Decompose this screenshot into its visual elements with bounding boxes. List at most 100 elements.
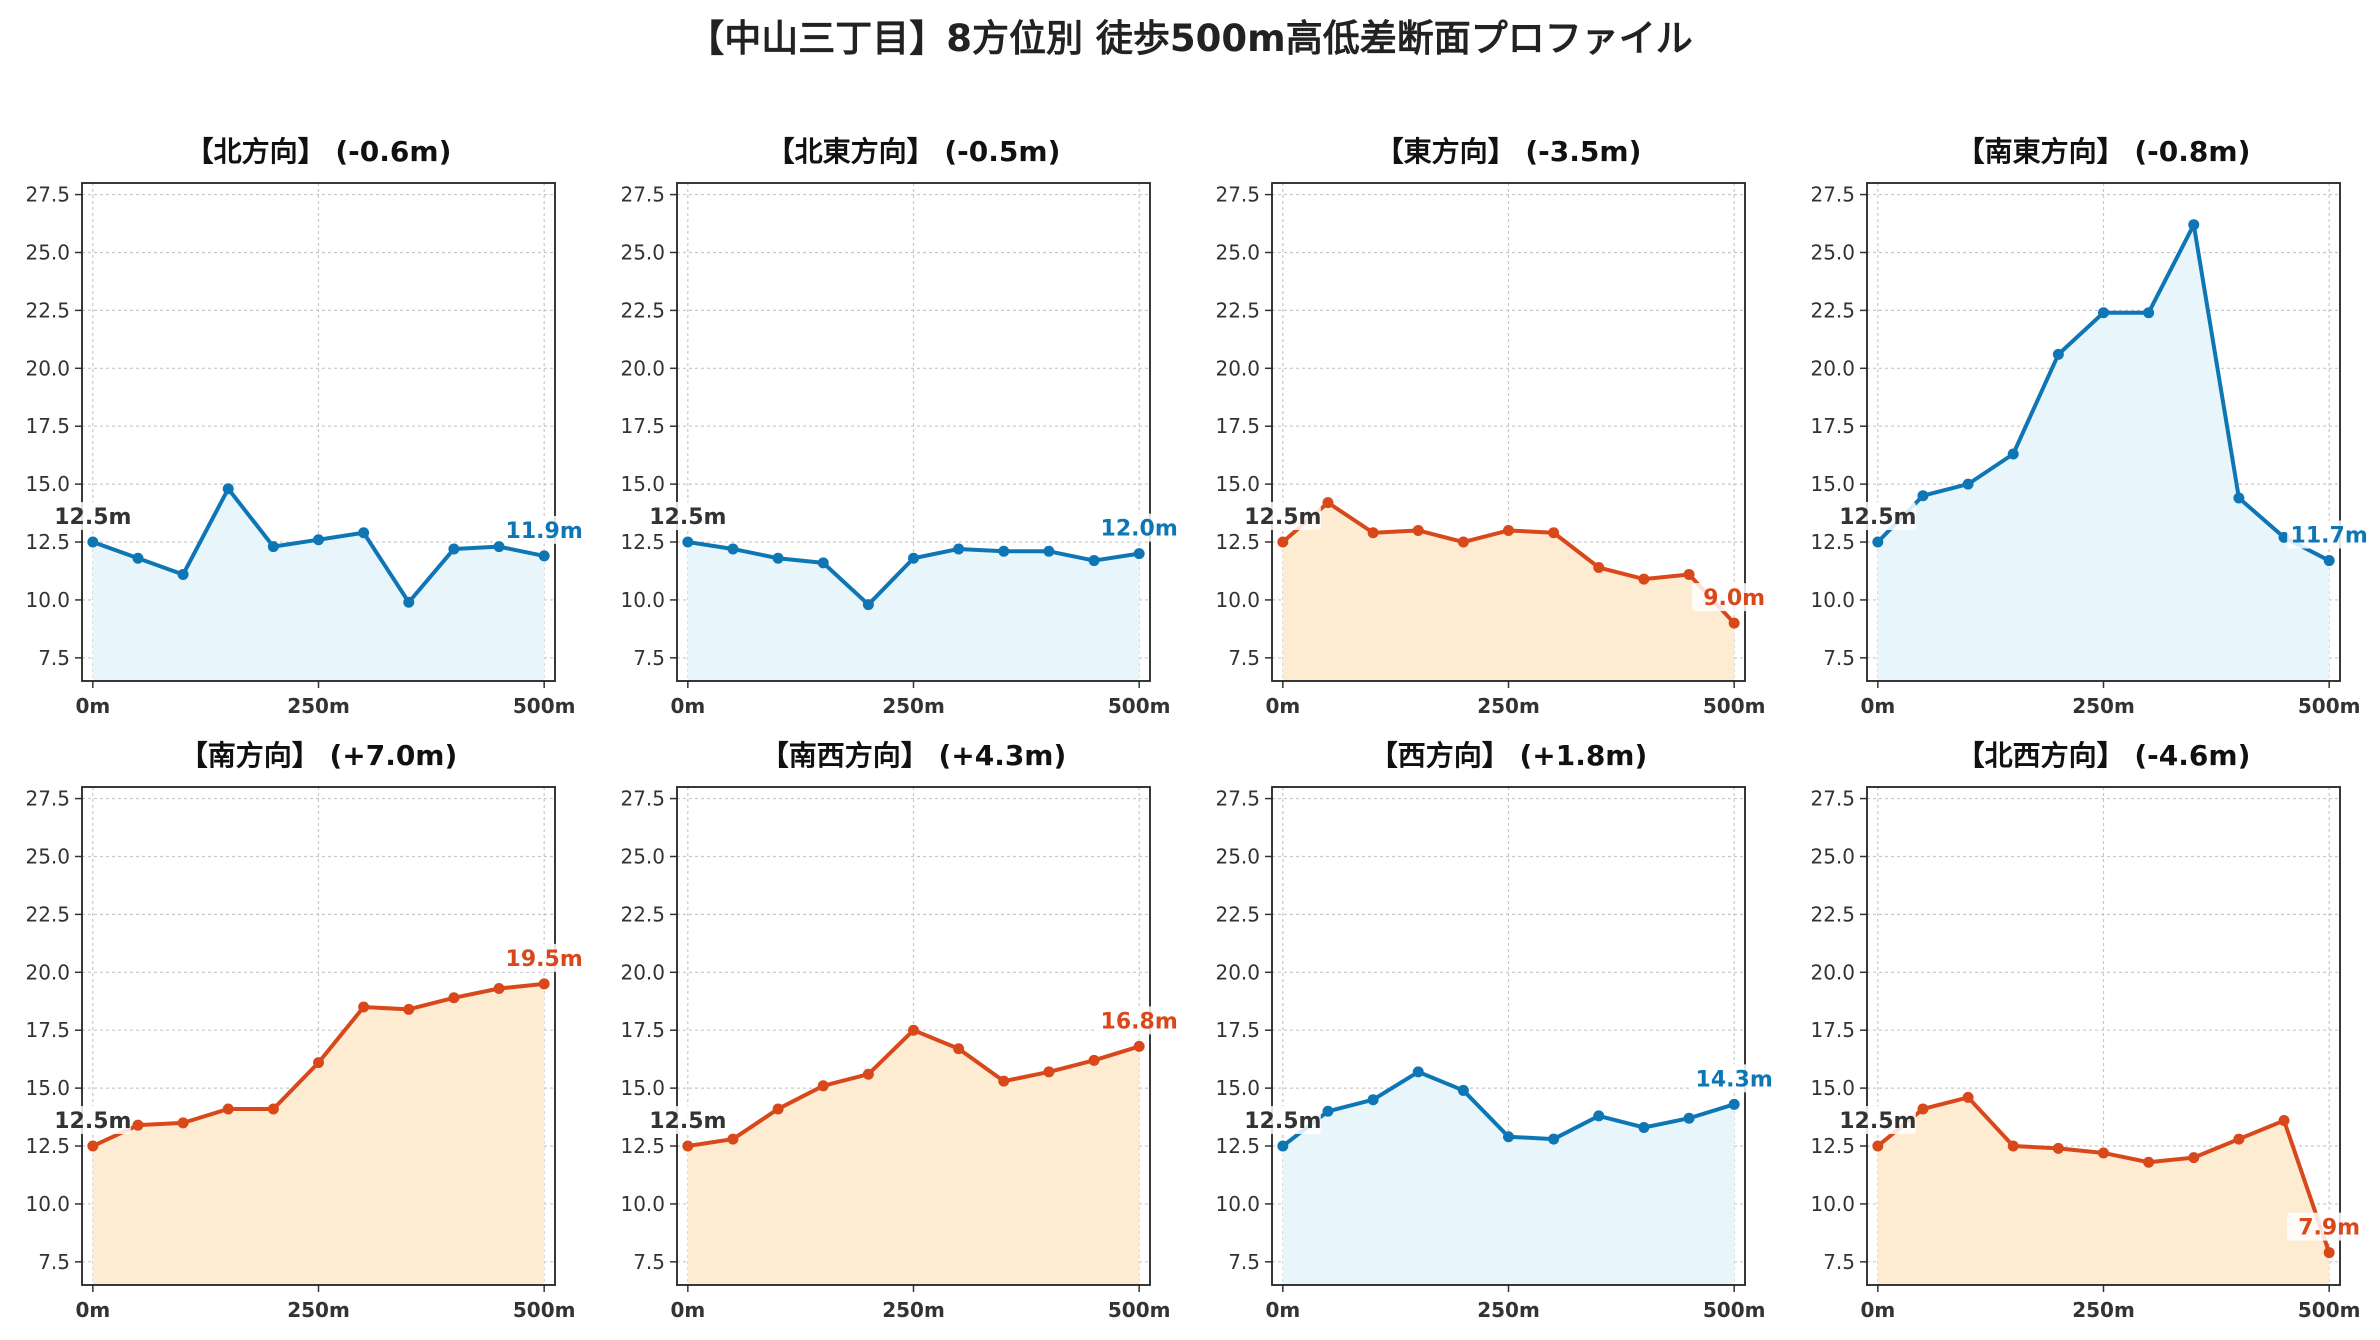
x-tick-label: 0m — [670, 1298, 705, 1322]
plot-frame — [1271, 182, 1746, 682]
data-point — [1593, 562, 1605, 574]
y-tick-label: 10.0 — [1810, 1192, 1855, 1216]
chart-panel: 【東方向】 (-3.5m) 7.5 10.0 12.5 15.0 17.5 20.0 22.5… — [1215, 135, 1777, 718]
data-point — [313, 1057, 324, 1069]
data-point — [908, 1024, 919, 1036]
data-point — [1683, 568, 1695, 580]
x-tick-label: 250m — [2072, 1298, 2135, 1322]
y-tick-label: 20.0 — [1215, 356, 1260, 380]
data-point — [1548, 1133, 1560, 1145]
y-tick-label: 20.0 — [1215, 960, 1260, 984]
end-label-bg — [502, 515, 587, 544]
y-tick-label: 12.5 — [1810, 1134, 1855, 1158]
x-tick-label: 500m — [2298, 1298, 2361, 1322]
data-point — [1367, 527, 1379, 539]
area-fill — [1282, 502, 1735, 681]
y-tick-label: 12.5 — [620, 530, 665, 554]
area-fill — [92, 983, 545, 1285]
y-tick-label: 12.5 — [1215, 530, 1260, 554]
data-point — [908, 552, 919, 564]
start-label-bg — [1244, 1106, 1321, 1135]
y-tick-label: 27.5 — [1215, 183, 1260, 207]
y-tick-label: 15.0 — [1810, 472, 1855, 496]
x-tick-label: 250m — [287, 1298, 350, 1322]
x-tick-label: 250m — [882, 1298, 945, 1322]
data-point — [493, 983, 505, 995]
data-point — [222, 483, 234, 495]
y-tick-label: 25.0 — [1215, 240, 1260, 264]
x-tick-label: 250m — [1477, 1298, 1540, 1322]
data-point — [1412, 524, 1424, 536]
x-tick-label: 0m — [1265, 1298, 1300, 1322]
y-tick-label: 27.5 — [620, 183, 665, 207]
y-tick-label: 7.5 — [1228, 646, 1260, 670]
start-label-bg — [1244, 502, 1321, 531]
x-tick-label: 500m — [513, 1298, 576, 1322]
data-point — [2278, 1115, 2290, 1127]
end-label: 14.3m — [1696, 1067, 1773, 1092]
data-point — [222, 1103, 234, 1115]
data-point — [772, 1103, 784, 1115]
x-tick-label: 500m — [1108, 694, 1171, 718]
data-point — [177, 1117, 189, 1129]
y-tick-label: 17.5 — [25, 1018, 70, 1042]
panel-title: 【東方向】 (-3.5m) — [1376, 135, 1642, 168]
chart-panel: 【南西方向】 (+4.3m) 7.5 10.0 12.5 15.0 17.5 20.0 22.… — [620, 739, 1182, 1322]
data-point — [1548, 527, 1560, 539]
data-point — [1503, 1131, 1514, 1143]
data-point — [267, 541, 279, 553]
data-point — [1133, 1040, 1145, 1052]
data-point — [1043, 1066, 1055, 1078]
data-point — [1962, 1091, 1974, 1103]
chart-panel: 【北東方向】 (-0.5m) 7.5 10.0 12.5 15.0 17.5 20.0 22.… — [620, 135, 1182, 718]
y-tick-label: 27.5 — [620, 787, 665, 811]
y-tick-label: 27.5 — [1810, 787, 1855, 811]
y-tick-label: 10.0 — [1215, 1192, 1260, 1216]
y-tick-label: 27.5 — [1215, 787, 1260, 811]
y-tick-label: 27.5 — [25, 183, 70, 207]
x-tick-label: 250m — [1477, 694, 1540, 718]
y-tick-label: 25.0 — [25, 240, 70, 264]
data-point — [313, 534, 324, 546]
data-point — [87, 536, 99, 548]
data-point — [998, 545, 1010, 557]
data-point — [817, 557, 829, 569]
end-label: 12.0m — [1101, 517, 1178, 542]
y-tick-label: 25.0 — [25, 844, 70, 868]
area-fill — [687, 542, 1140, 681]
panel-title: 【南東方向】 (-0.8m) — [1957, 135, 2251, 168]
panel-title: 【北西方向】 (-4.6m) — [1957, 739, 2251, 772]
area-fill — [687, 1030, 1140, 1285]
data-point — [2098, 1147, 2109, 1159]
start-label-bg — [649, 502, 726, 531]
x-tick-label: 0m — [75, 1298, 110, 1322]
data-point — [2233, 1133, 2245, 1145]
start-label-bg — [54, 1106, 131, 1135]
data-point — [2052, 348, 2064, 360]
plot-frame — [676, 182, 1151, 682]
y-tick-label: 22.5 — [1215, 902, 1260, 926]
end-label-bg — [1692, 583, 1777, 612]
data-point — [403, 596, 415, 608]
start-label-bg — [1839, 1106, 1916, 1135]
panel-title: 【北東方向】 (-0.5m) — [767, 135, 1061, 168]
area-fill — [1877, 1097, 2330, 1285]
y-tick-label: 7.5 — [38, 1250, 70, 1274]
start-label: 12.5m — [54, 505, 131, 530]
data-point — [132, 552, 144, 564]
data-point — [177, 568, 189, 580]
panel-title: 【北方向】 (-0.6m) — [186, 135, 452, 168]
data-point — [2188, 1152, 2200, 1164]
y-tick-label: 17.5 — [1810, 1018, 1855, 1042]
y-tick-label: 25.0 — [1810, 844, 1855, 868]
y-tick-label: 27.5 — [1810, 183, 1855, 207]
area-fill — [1877, 224, 2330, 681]
y-tick-label: 10.0 — [1215, 588, 1260, 612]
data-point — [1962, 478, 1974, 490]
data-point — [1728, 617, 1740, 629]
y-tick-label: 22.5 — [620, 902, 665, 926]
data-point — [682, 1140, 694, 1152]
plot-frame — [1866, 786, 2341, 1286]
x-tick-label: 500m — [2298, 694, 2361, 718]
